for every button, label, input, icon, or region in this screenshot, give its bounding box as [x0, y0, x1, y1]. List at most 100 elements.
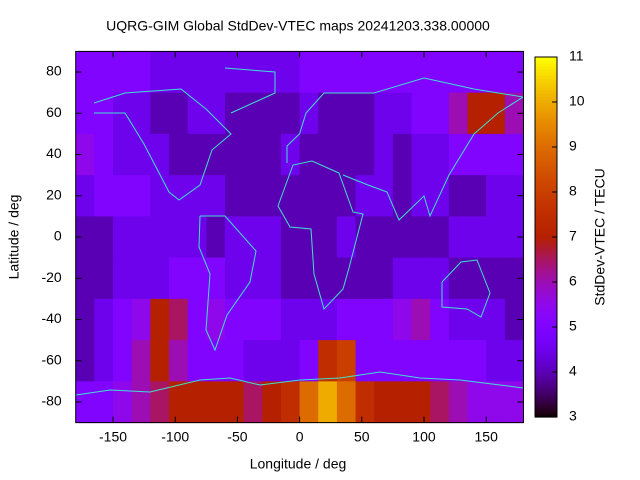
colorbar-step: [535, 261, 557, 265]
heatmap-cell: [187, 381, 207, 424]
coastline: [93, 88, 232, 201]
heatmap-cell: [411, 381, 431, 424]
heatmap-cell: [299, 381, 319, 424]
colorbar-step: [535, 78, 557, 82]
colorbar-step: [535, 333, 557, 337]
colorbar-step: [535, 234, 557, 238]
heatmap-cell: [224, 381, 245, 424]
heatmap-cell: [243, 340, 263, 382]
colorbar-step: [535, 381, 557, 385]
colorbar-step: [535, 216, 557, 220]
heatmap-cell: [486, 298, 506, 341]
heatmap-cell: [187, 340, 207, 382]
coastline: [441, 259, 491, 318]
colorbar-tick-label: 9: [569, 138, 577, 154]
heatmap-cell: [187, 257, 207, 300]
heatmap-cell: [486, 133, 506, 176]
heatmap-cell: [392, 133, 413, 176]
heatmap-cell: [75, 51, 95, 94]
heatmap-cell: [187, 298, 207, 341]
heatmap-cell: [411, 340, 431, 382]
heatmap-cell: [280, 298, 301, 341]
heatmap-cell: [262, 51, 282, 94]
colorbar-tick-label: 5: [569, 318, 577, 334]
colorbar-step: [535, 84, 557, 88]
colorbar-tick-label: 8: [569, 183, 577, 199]
heatmap-cell: [75, 298, 95, 341]
heatmap-cell: [448, 51, 469, 94]
colorbar-step: [535, 147, 557, 151]
heatmap-cell: [318, 175, 338, 217]
heatmap-cell: [280, 257, 301, 300]
heatmap-cell: [206, 257, 226, 300]
colorbar-step: [535, 108, 557, 112]
colorbar-step: [535, 60, 557, 64]
colorbar-step: [535, 351, 557, 355]
heatmap-cell: [430, 381, 450, 424]
heatmap-cell: [262, 92, 282, 135]
colorbar-step: [535, 297, 557, 301]
heatmap-cell: [262, 216, 282, 259]
heatmap-cell: [168, 381, 189, 424]
x-tick-label: 50: [354, 428, 370, 444]
heatmap-cell: [113, 381, 133, 424]
heatmap-cell: [318, 133, 338, 176]
heatmap-cell: [486, 381, 506, 424]
heatmap-cell: [336, 175, 357, 217]
heatmap-cell: [467, 92, 487, 135]
x-tick-label: -150: [99, 428, 127, 444]
heatmap-cell: [224, 257, 245, 300]
heatmap-cell: [150, 133, 170, 176]
heatmap-cell: [243, 175, 263, 217]
heatmap-cell: [206, 175, 226, 217]
heatmap-cell: [486, 92, 506, 135]
heatmap-cell: [430, 92, 450, 135]
colorbar-label: StdDev-VTEC / TECU: [592, 168, 608, 305]
heatmap-cell: [467, 381, 487, 424]
heatmap-cell: [150, 92, 170, 135]
coastline: [224, 67, 276, 114]
heatmap-cell: [280, 340, 301, 382]
colorbar-tick-label: 3: [569, 408, 577, 424]
heatmap-cell: [94, 381, 114, 424]
heatmap-cell: [280, 381, 301, 424]
heatmap-cell: [262, 298, 282, 341]
heatmap-cell: [411, 92, 431, 135]
heatmap-cell: [168, 51, 189, 94]
heatmap-cell: [113, 340, 133, 382]
colorbar-step: [535, 87, 557, 91]
colorbar-step: [535, 177, 557, 181]
heatmap-cell: [113, 216, 133, 259]
heatmap-cell: [187, 175, 207, 217]
heatmap-cell: [355, 381, 375, 424]
colorbar-step: [535, 114, 557, 118]
heatmap-cell: [150, 51, 170, 94]
heatmap-cell: [374, 51, 394, 94]
colorbar-step: [535, 252, 557, 256]
colorbar-step: [535, 348, 557, 352]
heatmap-cell: [224, 92, 245, 135]
colorbar-step: [535, 243, 557, 247]
colorbar-step: [535, 270, 557, 274]
heatmap-cell: [355, 216, 375, 259]
heatmap-cell: [168, 216, 189, 259]
heatmap-cell: [94, 257, 114, 300]
colorbar-step: [535, 276, 557, 280]
colorbar-tick-label: 11: [569, 48, 584, 64]
colorbar-step: [535, 366, 557, 370]
heatmap-cell: [448, 381, 469, 424]
heatmap-cell: [206, 133, 226, 176]
colorbar-step: [535, 303, 557, 307]
heatmap-cell: [355, 51, 375, 94]
heatmap-cell: [504, 340, 524, 382]
heatmap-cell: [168, 133, 189, 176]
heatmap-cell: [374, 381, 394, 424]
heatmap-cell: [75, 92, 95, 135]
heatmap-cell: [318, 340, 338, 382]
heatmap-cell: [262, 381, 282, 424]
heatmap-cell: [448, 92, 469, 135]
colorbar-step: [535, 72, 557, 76]
colorbar-step: [535, 396, 557, 400]
colorbar-tick-label: 6: [569, 273, 577, 289]
heatmap-cell: [392, 340, 413, 382]
